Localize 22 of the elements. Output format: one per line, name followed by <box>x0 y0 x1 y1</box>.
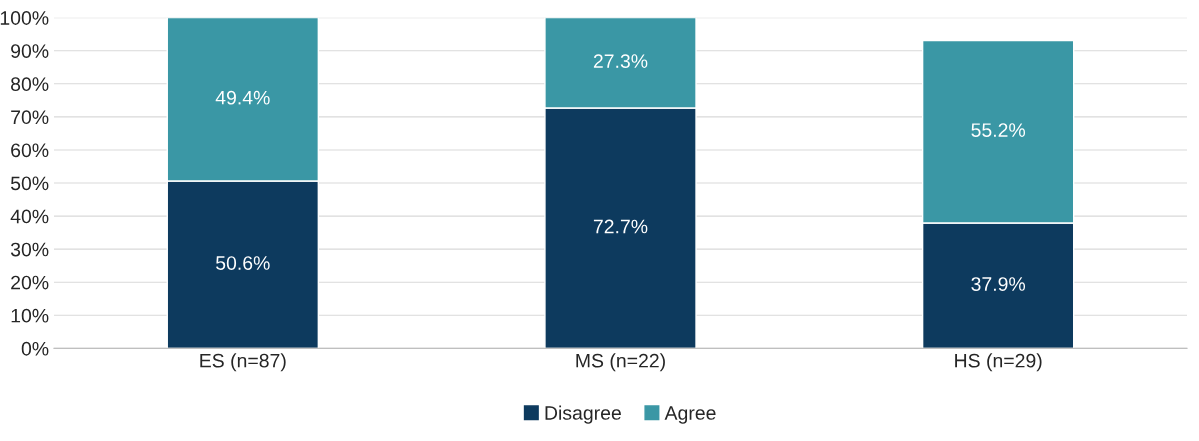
y-tick-label: 10% <box>11 308 49 323</box>
y-tick-label: 30% <box>10 242 49 257</box>
y-tick-label: 20% <box>11 275 49 290</box>
data-label: 37.9% <box>971 277 1026 291</box>
y-tick-label: 80% <box>11 77 49 92</box>
x-tick-label: ES (n=87) <box>200 353 286 372</box>
data-label: 72.7% <box>593 219 648 234</box>
y-tick-label: 100% <box>0 11 49 25</box>
y-tick-label: 50% <box>10 176 49 191</box>
y-tick-label: 0% <box>21 341 49 356</box>
x-tick-label: MS (n=22) <box>576 353 665 372</box>
y-tick-label: 70% <box>11 110 49 125</box>
x-tick-label: HS (n=29) <box>955 353 1042 372</box>
y-tick-label: 40% <box>10 209 49 224</box>
data-label: 27.3% <box>593 54 648 69</box>
data-label: 55.2% <box>971 123 1026 137</box>
y-tick-label: 90% <box>11 44 49 58</box>
data-label: 49.4% <box>215 90 270 105</box>
legend-label: Disagree <box>545 405 621 424</box>
legend-label: Agree <box>664 406 716 424</box>
data-label: 50.6% <box>216 256 270 270</box>
y-tick-label: 60% <box>11 143 49 158</box>
